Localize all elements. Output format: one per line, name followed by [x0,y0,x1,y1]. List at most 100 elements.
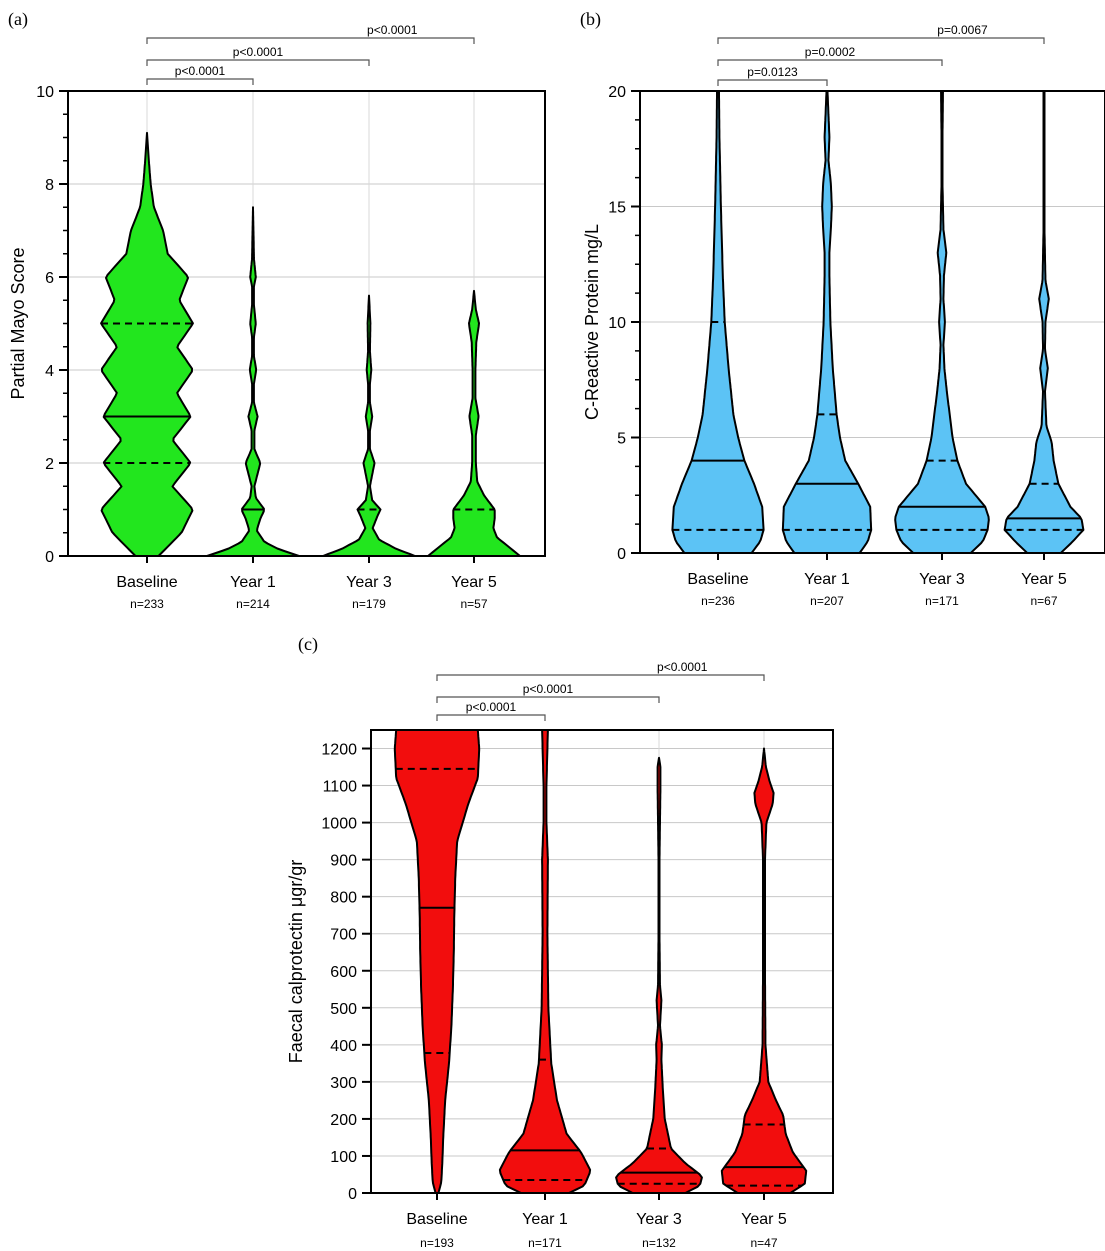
y-axis-title: Faecal calprotectin μgr/gr [286,860,306,1063]
x-category-label: Year 3 [346,574,392,591]
significance-bracket: p<0.0001 [436,660,765,681]
significance-bracket: p<0.0001 [436,700,546,721]
sample-size-label: n=171 [925,594,959,608]
y-tick-label: 10 [608,315,626,332]
y-tick-label: 5 [617,431,626,448]
bracket-line [436,674,765,681]
significance-bracket: p=0.0002 [717,45,943,66]
sample-size-label: n=179 [352,597,386,611]
sample-size-label: n=67 [1030,594,1057,608]
panel-a: (a) 0 2 4 6 8 10 Partial Mayo Score Baseline n=23… [8,9,546,611]
sample-size-label: n=47 [750,1236,777,1250]
p-value-label: p<0.0001 [523,682,574,696]
x-category-label: Baseline [116,574,177,591]
y-axis: 0 2 4 6 8 10 [36,84,68,566]
x-category-label: Year 3 [919,571,965,588]
violin-shape [427,289,521,557]
p-value-label: p=0.0123 [747,65,798,79]
p-value-label: p<0.0001 [175,64,226,78]
violin-year-1 [498,729,592,1194]
panel-label: (c) [298,634,318,655]
violin-shape [206,206,300,557]
y-tick-label: 4 [45,363,54,380]
sample-size-label: n=207 [810,594,844,608]
bracket-line [717,79,828,86]
y-tick-label: 0 [348,1186,357,1203]
x-category-label: Year 5 [741,1211,787,1228]
y-tick-label: 15 [608,200,626,217]
y-axis-title: Partial Mayo Score [8,247,28,399]
plot-frame [370,729,834,1194]
y-tick-label: 20 [608,84,626,101]
y-tick-label: 0 [45,549,54,566]
p-value-label: p<0.0001 [657,660,708,674]
y-axis: 0 5 10 15 20 [608,84,640,563]
y-tick-label: 600 [330,964,357,981]
y-tick-label: 2 [45,456,54,473]
y-tick-label: 6 [45,270,54,287]
significance-bracket: p=0.0123 [717,65,828,86]
y-axis: 0 100 200 300 400 500 600 700 800 900 1000 1100 1200 [321,742,371,1203]
bracket-line [436,714,546,721]
violin-shape [615,756,703,1194]
violin-year-3 [615,756,703,1194]
sample-size-label: n=132 [642,1236,676,1250]
violin-shape [393,729,481,1194]
violin-shape [720,747,808,1194]
y-tick-label: 10 [36,84,54,101]
significance-bracket: p<0.0001 [146,45,370,66]
x-category-label: Year 5 [1021,571,1067,588]
sample-size-label: n=236 [701,594,735,608]
y-tick-label: 0 [617,546,626,563]
violin-year-3 [322,294,416,557]
y-tick-label: 8 [45,177,54,194]
violin-year-5 [720,747,808,1194]
bracket-line [717,59,943,66]
x-category-label: Year 1 [230,574,276,591]
bracket-line [717,37,1045,44]
bracket-line [146,78,254,85]
sample-size-label: n=171 [528,1236,562,1250]
violin-shape [322,294,416,557]
x-category-label: Year 1 [804,571,850,588]
significance-bracket: p=0.0067 [717,23,1045,44]
violin-year-5 [427,289,521,557]
x-category-label: Baseline [687,571,748,588]
significance-bracket: p<0.0001 [146,23,475,44]
panel-label: (b) [580,9,601,30]
violin-baseline [100,131,194,557]
violin-shape [100,131,194,557]
y-tick-label: 900 [330,853,357,870]
sample-size-label: n=233 [130,597,164,611]
y-tick-label: 1200 [321,742,357,759]
violin-year-1 [206,206,300,557]
panel-label: (a) [8,9,28,30]
violin-baseline [393,729,481,1194]
violin-shape [498,729,592,1194]
y-tick-label: 800 [330,890,357,907]
sample-size-label: n=214 [236,597,270,611]
sample-size-label: n=57 [460,597,487,611]
bracket-line [146,37,475,44]
significance-bracket: p<0.0001 [436,682,660,703]
p-value-label: p=0.0002 [805,45,856,59]
bracket-line [146,59,370,66]
x-category-label: Baseline [406,1211,467,1228]
x-category-label: Year 1 [522,1211,568,1228]
y-tick-label: 300 [330,1075,357,1092]
y-axis-title: C-Reactive Protein mg/L [582,224,602,420]
panel-c: (c) 0 100 200 300 400 500 600 700 800 900 1000 1100 1… [286,634,834,1250]
y-tick-label: 200 [330,1112,357,1129]
y-tick-label: 100 [330,1149,357,1166]
p-value-label: p=0.0067 [937,23,988,37]
significance-bracket: p<0.0001 [146,64,254,85]
y-tick-label: 400 [330,1038,357,1055]
bracket-line [436,696,660,703]
x-category-label: Year 3 [636,1211,682,1228]
panel-b: (b) 0 5 10 15 20 C-Reactive Protein mg/L Baseli… [580,9,1105,608]
y-tick-label: 500 [330,1001,357,1018]
y-tick-label: 1000 [321,816,357,833]
p-value-label: p<0.0001 [367,23,418,37]
sample-size-label: n=193 [420,1236,454,1250]
